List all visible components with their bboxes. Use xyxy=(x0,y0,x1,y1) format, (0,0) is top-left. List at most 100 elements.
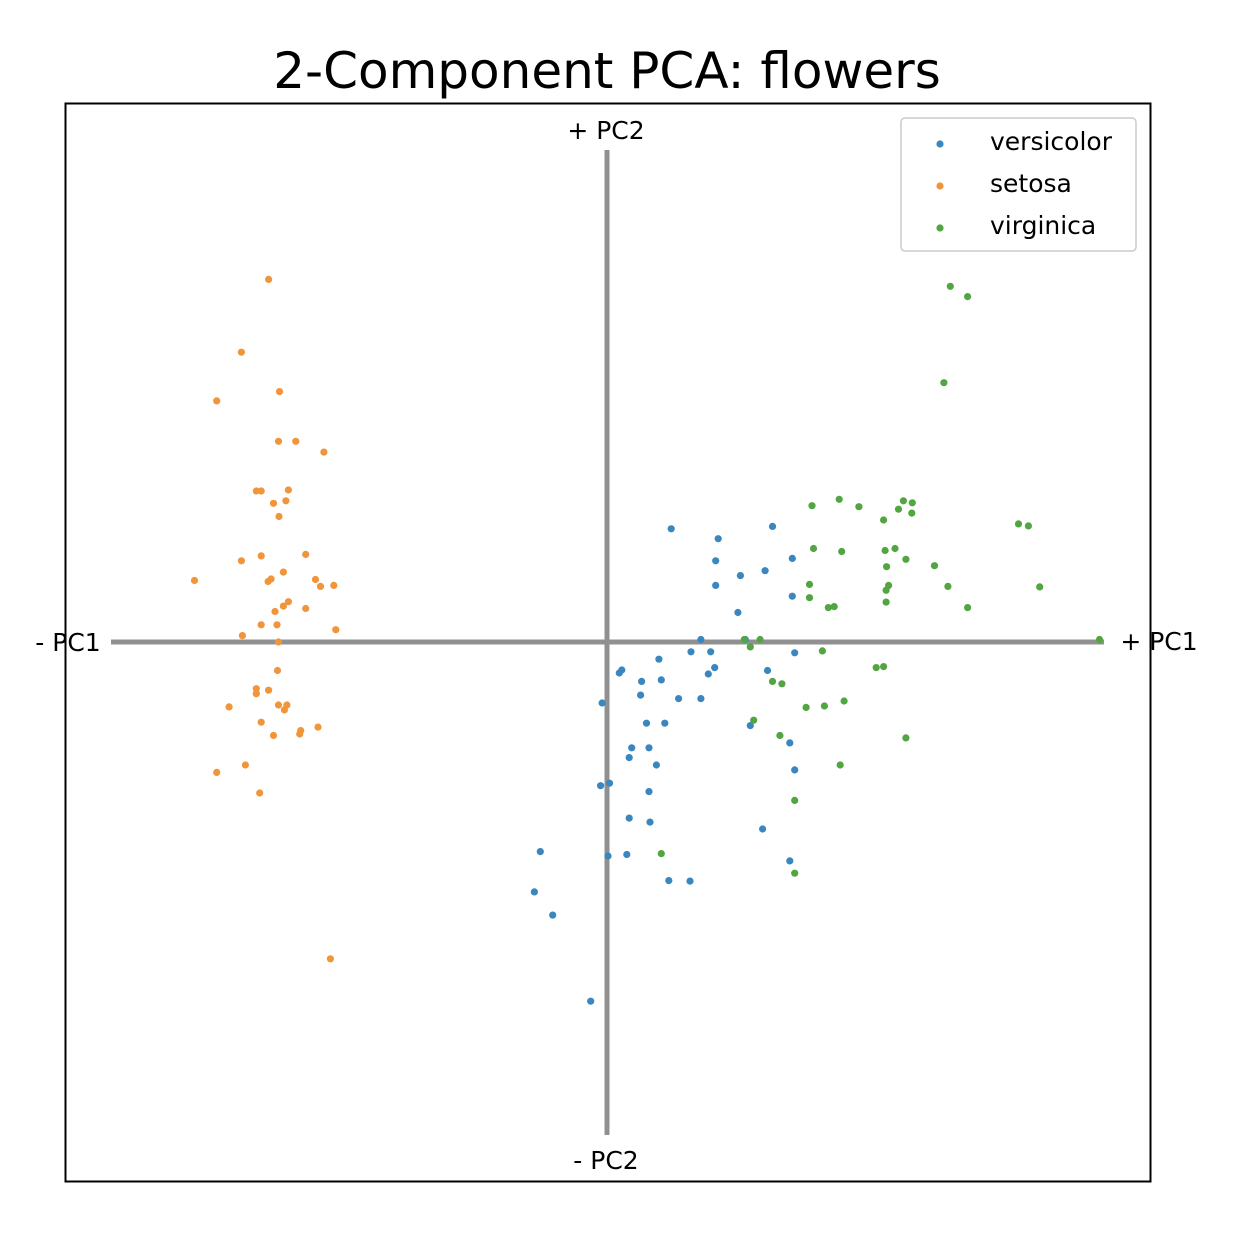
virginica-point xyxy=(657,850,665,858)
chart-title: 2-Component PCA: flowers xyxy=(273,42,941,100)
setosa-point xyxy=(237,348,245,356)
setosa-point xyxy=(225,703,233,711)
versicolor-point xyxy=(623,850,631,859)
versicolor-point xyxy=(736,572,745,580)
virginica-point xyxy=(740,635,748,644)
versicolor-point xyxy=(675,695,683,703)
virginica-point xyxy=(894,505,903,513)
versicolor-point xyxy=(530,888,539,896)
versicolor-point xyxy=(788,592,796,600)
virginica-point xyxy=(809,544,818,553)
versicolor-point xyxy=(763,666,772,675)
versicolor-point xyxy=(652,761,661,769)
virginica-point xyxy=(1014,520,1023,528)
series-virginica xyxy=(657,282,1104,877)
virginica-point xyxy=(838,547,846,556)
versicolor-point xyxy=(549,911,557,919)
legend: versicolor setosa virginica xyxy=(900,117,1137,252)
virginica-point xyxy=(830,603,838,611)
setosa-point xyxy=(274,701,283,709)
virginica-point xyxy=(946,282,954,290)
setosa-point xyxy=(284,486,292,494)
versicolor-point xyxy=(605,779,614,787)
setosa-point xyxy=(302,550,310,559)
versicolor-point xyxy=(615,669,623,677)
versicolor-point xyxy=(768,522,777,531)
setosa-point xyxy=(292,437,300,445)
setosa-point xyxy=(284,598,292,606)
virginica-point xyxy=(1024,522,1032,530)
virginica-point xyxy=(902,555,910,563)
versicolor-point xyxy=(645,744,653,752)
virginica-point xyxy=(902,734,910,742)
setosa-point xyxy=(252,690,260,698)
legend-box xyxy=(900,117,1137,252)
plot-frame xyxy=(64,102,1152,1183)
virginica-point xyxy=(835,495,843,503)
virginica-point xyxy=(791,796,799,805)
versicolor-point xyxy=(665,877,673,885)
setosa-point xyxy=(314,723,322,731)
versicolor-point xyxy=(714,535,722,543)
virginica-point xyxy=(930,562,939,570)
versicolor-point xyxy=(686,877,694,885)
virginica-point xyxy=(908,499,916,507)
versicolor-point xyxy=(637,691,645,699)
versicolor-point xyxy=(712,557,720,565)
series-versicolor xyxy=(530,522,799,1005)
setosa-point xyxy=(273,621,281,629)
setosa-point xyxy=(264,577,272,586)
setosa-point xyxy=(275,512,283,521)
virginica-point xyxy=(855,503,863,511)
setosa-point xyxy=(316,582,325,591)
scatter-points xyxy=(190,275,1104,1005)
virginica-point xyxy=(824,604,832,612)
versicolor-point xyxy=(645,788,653,796)
pc2-positive-label: + PC2 xyxy=(567,116,644,145)
versicolor-point xyxy=(628,744,636,752)
setosa-point xyxy=(265,686,273,694)
legend-marker-virginica xyxy=(936,224,944,232)
versicolor-point xyxy=(761,567,769,575)
versicolor-point xyxy=(657,676,665,684)
virginica-point xyxy=(882,586,890,594)
versicolor-point xyxy=(704,670,712,678)
virginica-point xyxy=(899,497,908,505)
virginica-point xyxy=(750,716,758,724)
versicolor-point xyxy=(746,722,754,730)
setosa-point xyxy=(257,718,265,726)
setosa-point xyxy=(332,626,340,634)
virginica-point xyxy=(1095,635,1104,644)
versicolor-point xyxy=(536,848,544,856)
pc1-negative-label: - PC1 xyxy=(35,628,100,657)
virginica-point xyxy=(802,703,810,712)
versicolor-point xyxy=(638,677,646,686)
virginica-point xyxy=(880,516,888,524)
versicolor-point xyxy=(625,754,633,762)
versicolor-point xyxy=(642,719,651,727)
versicolor-point xyxy=(661,719,669,727)
setosa-point xyxy=(190,576,199,585)
setosa-point xyxy=(279,602,287,610)
virginica-point xyxy=(791,869,799,877)
virginica-point xyxy=(880,663,888,671)
virginica-point xyxy=(1036,583,1044,591)
virginica-point xyxy=(805,594,814,602)
setosa-point xyxy=(273,666,282,675)
legend-marker-versicolor xyxy=(936,140,944,148)
setosa-point xyxy=(269,731,278,740)
virginica-point xyxy=(768,677,777,686)
virginica-point xyxy=(891,544,899,553)
virginica-point xyxy=(840,697,848,705)
virginica-point xyxy=(778,680,786,688)
versicolor-point xyxy=(625,814,633,822)
setosa-point xyxy=(320,448,328,456)
versicolor-point xyxy=(759,825,767,833)
versicolor-point xyxy=(788,554,796,563)
setosa-point xyxy=(271,607,279,616)
versicolor-point xyxy=(655,655,663,663)
versicolor-point xyxy=(687,648,695,656)
virginica-point xyxy=(756,635,764,644)
virginica-point xyxy=(940,379,948,387)
